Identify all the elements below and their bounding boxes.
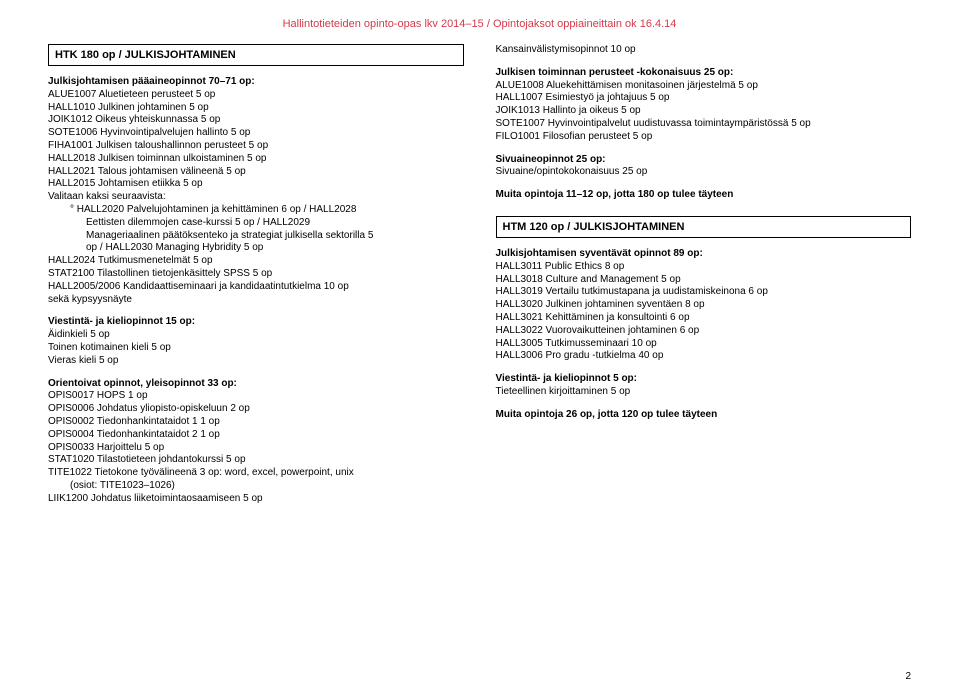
section-title: Julkisen toiminnan perusteet -kokonaisuu… [496, 67, 912, 80]
course-line: Vieras kieli 5 op [48, 355, 464, 368]
course-line: OPIS0006 Johdatus yliopisto-opiskeluun 2… [48, 403, 464, 416]
choice-intro: Valitaan kaksi seuraavista: [48, 191, 464, 204]
course-line: HALL1010 Julkinen johtaminen 5 op [48, 102, 464, 115]
course-line: STAT1020 Tilastotieteen johdantokurssi 5… [48, 454, 464, 467]
section-title: Viestintä- ja kieliopinnot 5 op: [496, 373, 912, 386]
course-line: HALL3018 Culture and Management 5 op [496, 274, 912, 287]
course-line: JOIK1012 Oikeus yhteiskunnassa 5 op [48, 114, 464, 127]
course-line: HALL2015 Johtamisen etiikka 5 op [48, 178, 464, 191]
two-column-layout: HTK 180 op / JULKISJOHTAMINEN Julkisjoht… [48, 44, 911, 516]
course-line: Toinen kotimainen kieli 5 op [48, 342, 464, 355]
course-line: STAT2100 Tilastollinen tietojenkäsittely… [48, 268, 464, 281]
section-title: Julkisjohtamisen syventävät opinnot 89 o… [496, 248, 912, 261]
course-line: HALL3011 Public Ethics 8 op [496, 261, 912, 274]
choice-line: ° HALL2020 Palvelujohtaminen ja kehittäm… [48, 204, 464, 217]
course-line: HALL2005/2006 Kandidaattiseminaari ja ka… [48, 281, 464, 294]
course-line: HALL3006 Pro gradu -tutkielma 40 op [496, 350, 912, 363]
course-line: HALL2024 Tutkimusmenetelmät 5 op [48, 255, 464, 268]
course-line: HALL3021 Kehittäminen ja konsultointi 6 … [496, 312, 912, 325]
course-line: LIIK1200 Johdatus liiketoimintaosaamisee… [48, 493, 464, 506]
course-line: TITE1022 Tietokone työvälineenä 3 op: wo… [48, 467, 464, 480]
course-line: OPIS0002 Tiedonhankintataidot 1 1 op [48, 416, 464, 429]
course-line: FILO1001 Filosofian perusteet 5 op [496, 131, 912, 144]
language-studies-section: Viestintä- ja kieliopinnot 15 op: Äidink… [48, 316, 464, 367]
other-studies-section: Muita opintoja 11–12 op, jotta 180 op tu… [496, 189, 912, 202]
course-subline: (osiot: TITE1023–1026) [48, 480, 464, 493]
left-column: HTK 180 op / JULKISJOHTAMINEN Julkisjoht… [48, 44, 464, 516]
page-header: Hallintotieteiden opinto-opas lkv 2014–1… [48, 18, 911, 30]
orientation-studies-section: Orientoivat opinnot, yleisopinnot 33 op:… [48, 378, 464, 506]
choice-line: Eettisten dilemmojen case-kurssi 5 op / … [48, 217, 464, 230]
course-line: HALL1007 Esimiestyö ja johtajuus 5 op [496, 92, 912, 105]
course-line: ALUE1008 Aluekehittämisen monitasoinen j… [496, 80, 912, 93]
page-number: 2 [905, 671, 911, 682]
course-line: HALL2021 Talous johtamisen välineenä 5 o… [48, 166, 464, 179]
section-title: Julkisjohtamisen pääaineopinnot 70–71 op… [48, 76, 464, 89]
advanced-studies-section: Julkisjohtamisen syventävät opinnot 89 o… [496, 248, 912, 363]
course-line: OPIS0017 HOPS 1 op [48, 390, 464, 403]
course-line: Äidinkieli 5 op [48, 329, 464, 342]
language-studies-htm-section: Viestintä- ja kieliopinnot 5 op: Tieteel… [496, 373, 912, 399]
course-line: SOTE1006 Hyvinvointipalvelujen hallinto … [48, 127, 464, 140]
course-line: ALUE1007 Aluetieteen perusteet 5 op [48, 89, 464, 102]
right-column: Kansainvälistymisopinnot 10 op Julkisen … [496, 44, 912, 516]
major-studies-section: Julkisjohtamisen pääaineopinnot 70–71 op… [48, 76, 464, 306]
choice-line: Manageriaalinen päätöksenteko ja strateg… [48, 230, 464, 243]
course-line: OPIS0033 Harjoittelu 5 op [48, 442, 464, 455]
htk-program-box: HTK 180 op / JULKISJOHTAMINEN [48, 44, 464, 66]
course-line: Sivuaine/opintokokonaisuus 25 op [496, 166, 912, 179]
public-basics-section: Julkisen toiminnan perusteet -kokonaisuu… [496, 67, 912, 144]
course-line: HALL3019 Vertailu tutkimustapana ja uudi… [496, 286, 912, 299]
course-line: JOIK1013 Hallinto ja oikeus 5 op [496, 105, 912, 118]
section-title: Viestintä- ja kieliopinnot 15 op: [48, 316, 464, 329]
htm-program-box: HTM 120 op / JULKISJOHTAMINEN [496, 216, 912, 238]
section-title: Muita opintoja 26 op, jotta 120 op tulee… [496, 409, 912, 422]
course-line: HALL3020 Julkinen johtaminen syventäen 8… [496, 299, 912, 312]
section-title: Muita opintoja 11–12 op, jotta 180 op tu… [496, 189, 912, 202]
course-line: HALL3005 Tutkimusseminaari 10 op [496, 338, 912, 351]
course-line: FIHA1001 Julkisen taloushallinnon perust… [48, 140, 464, 153]
course-line: HALL2018 Julkisen toiminnan ulkoistamine… [48, 153, 464, 166]
course-line: sekä kypsyysnäyte [48, 294, 464, 307]
course-line: Tieteellinen kirjoittaminen 5 op [496, 386, 912, 399]
choice-line: op / HALL2030 Managing Hybridity 5 op [48, 242, 464, 255]
section-title: Orientoivat opinnot, yleisopinnot 33 op: [48, 378, 464, 391]
course-line: HALL3022 Vuorovaikutteinen johtaminen 6 … [496, 325, 912, 338]
intl-studies-line: Kansainvälistymisopinnot 10 op [496, 44, 912, 57]
course-line: Kansainvälistymisopinnot 10 op [496, 44, 912, 57]
course-line: SOTE1007 Hyvinvointipalvelut uudistuvass… [496, 118, 912, 131]
minor-studies-section: Sivuaineopinnot 25 op: Sivuaine/opintoko… [496, 154, 912, 180]
section-title: Sivuaineopinnot 25 op: [496, 154, 912, 167]
course-line: OPIS0004 Tiedonhankintataidot 2 1 op [48, 429, 464, 442]
other-studies-htm-section: Muita opintoja 26 op, jotta 120 op tulee… [496, 409, 912, 422]
